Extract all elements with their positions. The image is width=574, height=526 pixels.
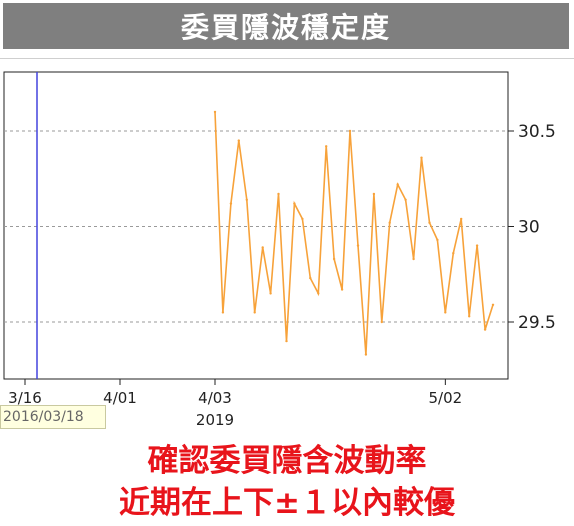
chart-title: 委買隱波穩定度 — [180, 11, 391, 44]
data-point — [340, 288, 344, 291]
data-point — [491, 303, 495, 306]
data-point — [404, 198, 407, 201]
data-point — [468, 315, 471, 318]
data-point — [380, 320, 383, 324]
y-tick-label: 29.5 — [518, 313, 556, 333]
x-tick-label: 2019 — [196, 411, 234, 429]
tooltip-date: 2016/03/18 — [3, 409, 84, 425]
caption-line-2: 近期在上下±１以內較優 — [119, 485, 455, 521]
data-point — [483, 328, 487, 331]
data-point — [475, 244, 479, 247]
data-point — [444, 311, 447, 314]
data-point — [253, 311, 256, 314]
data-point — [221, 311, 225, 314]
data-point — [372, 192, 376, 196]
y-tick-label: 30.5 — [518, 122, 556, 142]
data-point — [356, 244, 360, 247]
data-point — [388, 221, 391, 224]
data-point — [348, 129, 352, 133]
data-point — [229, 202, 233, 205]
caption-line-1: 確認委買隱含波動率 — [147, 443, 427, 479]
data-point — [412, 257, 415, 261]
data-point — [460, 217, 463, 221]
x-tick-label: 4/03 — [198, 389, 232, 407]
y-tick-label: 30 — [518, 218, 540, 238]
data-point — [293, 202, 296, 205]
caption: 確認委買隱含波動率 近期在上下±１以內較優 — [0, 440, 574, 524]
data-point — [364, 353, 368, 356]
x-tick-label: 4/01 — [103, 389, 137, 407]
data-point — [420, 156, 423, 159]
plot-frame — [3, 71, 509, 380]
data-point — [245, 198, 248, 201]
data-point — [317, 292, 320, 295]
data-point — [237, 139, 240, 142]
x-tick-label: 5/02 — [428, 389, 462, 407]
data-point — [285, 339, 288, 343]
x-tick-label: 3/16 — [8, 389, 42, 407]
data-point — [332, 257, 336, 261]
data-point — [309, 276, 312, 280]
series-line — [214, 111, 494, 355]
data-point — [301, 217, 304, 221]
data-point — [277, 192, 280, 196]
chart-title-bar: 委買隱波穩定度 — [3, 3, 569, 49]
data-point — [325, 145, 328, 148]
data-point — [269, 292, 272, 295]
data-point — [213, 110, 217, 114]
data-point — [452, 252, 455, 255]
data-point — [261, 246, 264, 249]
data-point — [428, 221, 431, 224]
data-point — [436, 238, 439, 242]
cursor-date-tooltip: 2016/03/18 — [0, 405, 106, 429]
data-point — [396, 183, 399, 186]
